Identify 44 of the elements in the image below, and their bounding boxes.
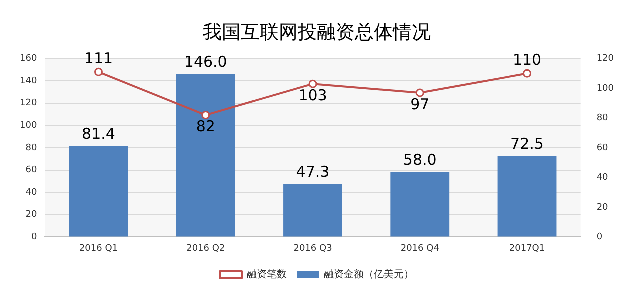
y-tick-label: 40	[26, 188, 38, 198]
y2-tick-label: 120	[596, 54, 614, 64]
bar	[390, 172, 450, 237]
point	[308, 80, 318, 88]
y2-tick-label: 80	[596, 114, 609, 124]
y2-tick-label: 0	[596, 232, 603, 243]
data-label: 82	[196, 118, 216, 136]
legend-label: 融资笔数	[247, 268, 287, 281]
x-tick-label: 2016 Q2	[186, 244, 226, 254]
y2-tick-label: 100	[596, 84, 614, 94]
y2-tick-label: 60	[596, 143, 609, 154]
chart-title: 我国互联网投融资总体情况	[203, 21, 431, 44]
y-tick-label: 80	[26, 143, 38, 154]
point	[523, 69, 532, 78]
data-label: 111	[84, 50, 114, 68]
data-label: 58.0	[403, 150, 437, 169]
y-tick-label: 60	[26, 166, 38, 176]
data-label: 110	[512, 51, 542, 70]
y-tick-label: 140	[20, 76, 38, 86]
x-tick-label: 2016 Q4	[400, 244, 440, 254]
data-label: 103	[298, 86, 328, 104]
bar	[284, 184, 342, 237]
x-tick-label: 2017Q1	[509, 244, 546, 254]
legend-label: 融资金额（亿美元）	[324, 268, 414, 281]
x-tick-label: 2016 Q3	[294, 244, 332, 254]
data-label: 72.5	[510, 134, 544, 153]
data-label: 81.4	[82, 124, 116, 143]
data-label: 97	[410, 95, 430, 114]
bar	[498, 156, 557, 237]
y-tick-label: 100	[20, 121, 38, 132]
bar	[69, 146, 128, 237]
bar	[176, 74, 236, 237]
y-tick-label: 160	[20, 54, 38, 64]
point	[202, 111, 210, 120]
y-tick-label: 20	[26, 210, 38, 220]
point	[94, 68, 103, 76]
y-tick-label: 0	[31, 232, 38, 243]
x-tick-label: 2016 Q1	[79, 244, 118, 254]
data-label: 47.3	[296, 162, 330, 181]
data-label: 146.0	[184, 52, 228, 71]
point	[416, 88, 424, 98]
y2-tick-label: 20	[596, 202, 609, 213]
y2-tick-label: 40	[596, 173, 609, 184]
y-tick-label: 120	[20, 98, 38, 109]
